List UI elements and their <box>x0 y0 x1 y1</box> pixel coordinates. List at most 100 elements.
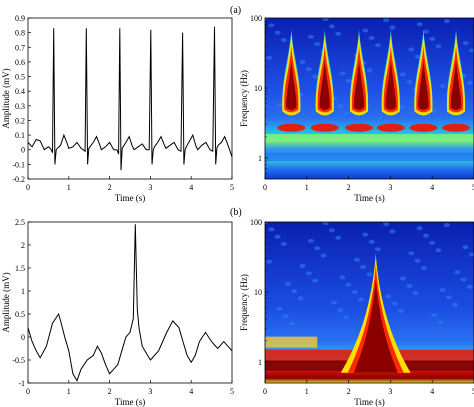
scalogram-texture <box>360 264 367 269</box>
scalogram-texture <box>289 321 296 326</box>
scalogram-peak <box>286 60 297 110</box>
scalogram-texture <box>362 28 369 33</box>
x-tick-label: 1 <box>67 387 71 396</box>
scalogram-texture <box>353 257 360 262</box>
scalogram-band <box>265 336 318 348</box>
scalogram-texture <box>399 276 406 281</box>
scalogram-texture <box>374 247 381 252</box>
scalogram-texture <box>274 30 281 35</box>
scalogram-texture <box>468 48 474 53</box>
scalogram-texture <box>437 116 444 121</box>
y-tick-label: 0.4 <box>15 87 25 96</box>
x-tick-label: 4 <box>189 387 193 396</box>
x-tick-label: 4 <box>189 183 193 192</box>
scalogram-texture <box>443 223 450 228</box>
scalogram-texture <box>366 68 373 73</box>
scalogram-chart-b: 0 1 2 3 4 5 1 10 100 Time (s) Frequency (Hz) <box>239 218 474 407</box>
scalogram-texture <box>374 43 381 48</box>
scalogram-texture <box>399 72 406 77</box>
scalogram-texture <box>307 238 314 243</box>
scalogram-texture <box>422 233 429 238</box>
scalogram-texture <box>454 270 461 275</box>
scalogram-texture <box>328 24 335 29</box>
scalogram-texture <box>435 248 442 253</box>
y-tick-label: 0.3 <box>15 102 25 111</box>
scalogram-texture <box>322 18 329 22</box>
x-tick-label: 5 <box>230 387 234 396</box>
scalogram-texture <box>429 36 436 41</box>
scalogram-texture <box>414 54 421 59</box>
scalogram-texture <box>431 313 438 318</box>
scalogram-texture <box>320 253 327 258</box>
y-tick-label: 100 <box>250 14 262 23</box>
scalogram-texture <box>376 115 383 120</box>
scalogram-peak <box>442 123 471 132</box>
scalogram-texture <box>299 263 306 268</box>
scalogram-texture <box>268 23 275 28</box>
x-tick-label: 0 <box>263 387 267 396</box>
scalogram-texture <box>307 34 314 39</box>
scalogram-texture <box>305 271 312 276</box>
x-tick-label: 5 <box>472 387 474 396</box>
y-axis-label: Amplitude (mV) <box>1 272 11 332</box>
scalogram-peak <box>310 123 339 132</box>
ecg-chart-a: 0 1 2 3 4 5 -0.2 -0.1 0 0.1 0.2 0.3 0.4 0.5 0.6 0.7 0.8 0… <box>1 14 234 203</box>
x-tick-label: 1 <box>67 183 71 192</box>
axes-frame <box>264 17 474 180</box>
y-axis-label: Frequency (Hz) <box>239 70 249 127</box>
panel-label-a: (a) <box>230 5 241 16</box>
y-tick-label: 0.6 <box>15 58 25 67</box>
scalogram-texture <box>406 283 413 288</box>
scalogram-texture <box>268 227 275 232</box>
scalogram-peak <box>345 123 374 132</box>
scalogram-texture <box>305 67 312 72</box>
scalogram-texture <box>282 314 289 319</box>
y-tick-label: 100 <box>250 218 262 227</box>
x-tick-label: 5 <box>230 183 234 192</box>
scalogram-peak <box>353 279 398 373</box>
scalogram-image <box>265 222 474 383</box>
scalogram-texture <box>339 71 346 76</box>
scalogram-texture <box>339 275 346 280</box>
panel-label-b: (b) <box>230 207 242 218</box>
x-tick-label: 2 <box>108 387 112 396</box>
y-tick-label: 10 <box>254 288 262 297</box>
scalogram-texture <box>345 78 352 83</box>
scalogram-texture <box>412 291 419 296</box>
y-tick-label: 0.9 <box>15 14 25 23</box>
scalogram-texture <box>274 234 281 239</box>
x-tick-label: 2 <box>347 387 351 396</box>
y-tick-label: 0 <box>21 146 25 155</box>
scalogram-texture <box>408 251 415 256</box>
scalogram-texture <box>351 290 358 295</box>
y-tick-label: 0.7 <box>15 43 25 52</box>
scalogram-texture <box>366 272 373 277</box>
scalogram-texture <box>291 289 298 294</box>
y-tick-label: -1 <box>18 379 25 388</box>
scalogram-texture <box>335 235 342 240</box>
scalogram-texture <box>266 55 273 60</box>
scalogram-texture <box>383 18 390 23</box>
x-tick-label: 3 <box>148 183 152 192</box>
x-tick-label: 0 <box>26 183 30 192</box>
x-tick-label: 3 <box>388 183 392 192</box>
x-axis-label: Time (s) <box>115 397 145 407</box>
scalogram-texture <box>280 241 287 246</box>
scalogram-peak <box>385 60 396 110</box>
scalogram-texture <box>406 79 413 84</box>
scalogram-texture <box>328 228 335 233</box>
scalogram-texture <box>337 103 344 108</box>
scalogram-texture <box>284 281 291 286</box>
scalogram-texture <box>389 25 396 30</box>
x-tick-label: 1 <box>305 183 309 192</box>
scalogram-texture <box>280 37 287 42</box>
y-tick-label: -0.2 <box>12 175 25 184</box>
scalogram-texture <box>439 288 446 293</box>
y-tick-label: 0.1 <box>15 131 25 140</box>
scalogram-texture <box>420 266 427 271</box>
scalogram-texture <box>466 80 473 85</box>
scalogram-texture <box>389 229 396 234</box>
ecg-chart-b: 0 1 2 3 4 5 -1 -0.5 0 0.5 1 1.5 2 2.5 Time (s) Amplitud… <box>1 218 234 407</box>
scalogram-chart-a: 0 1 2 3 4 5 1 10 100 Time (s) Frequency (Hz) <box>239 14 474 203</box>
